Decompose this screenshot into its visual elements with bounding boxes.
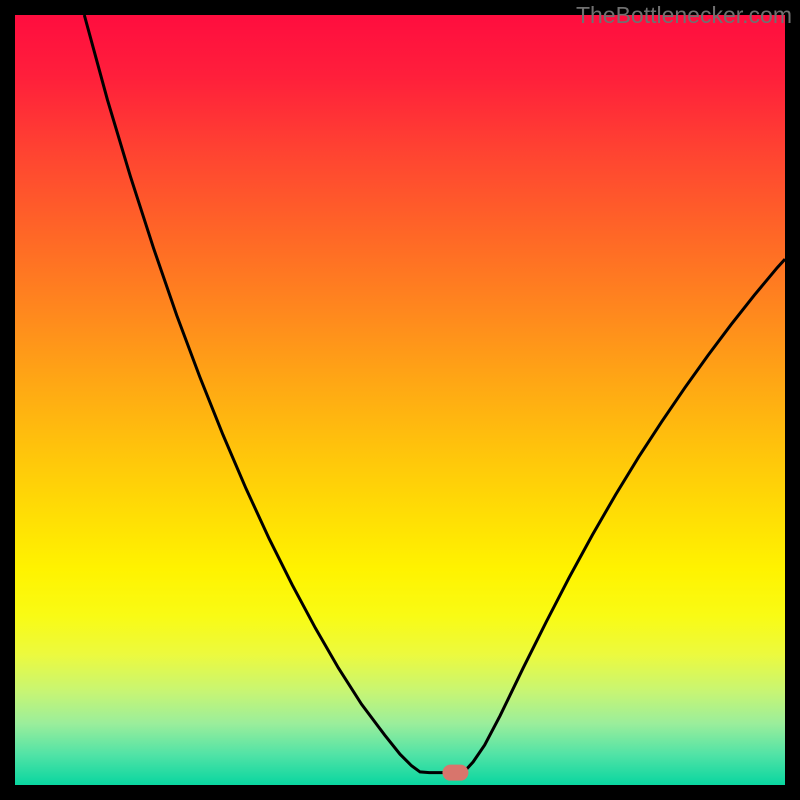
optimal-marker [442, 765, 468, 781]
watermark-text: TheBottlenecker.com [576, 4, 792, 27]
chart-container: TheBottlenecker.com [0, 0, 800, 800]
plot-area [15, 15, 785, 785]
bottleneck-chart [0, 0, 800, 800]
